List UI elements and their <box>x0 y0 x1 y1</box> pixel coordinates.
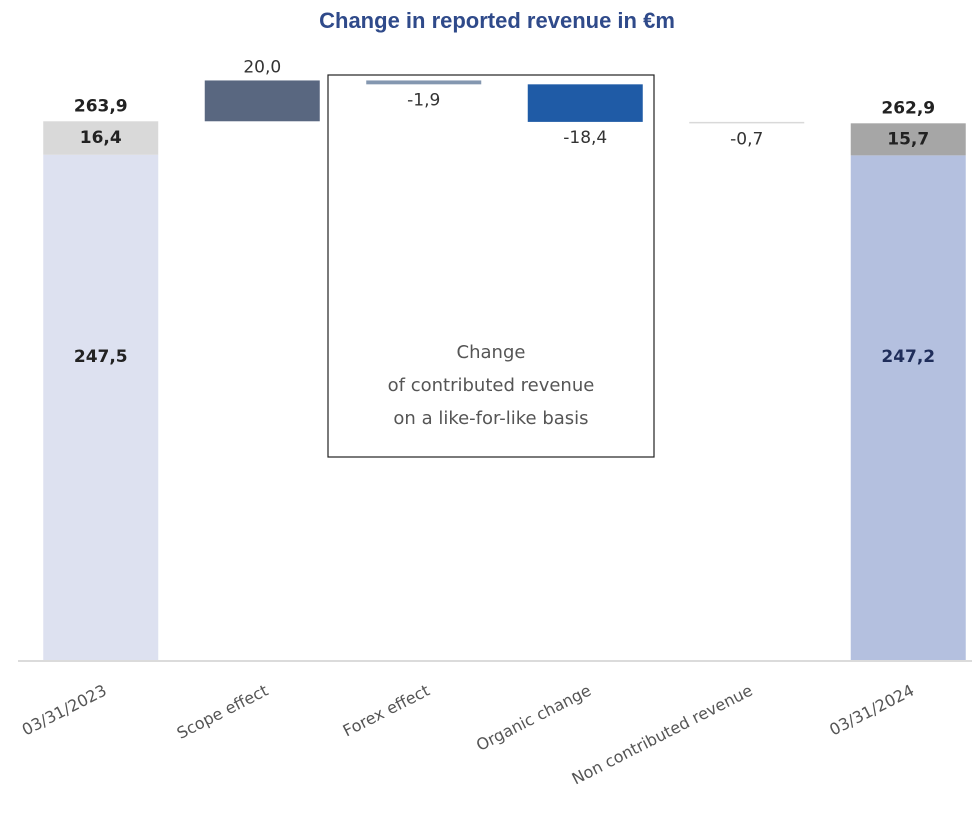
annotation-text: of contributed revenue <box>388 375 595 396</box>
x-tick-label: Scope effect <box>174 681 271 743</box>
top-bar <box>850 123 966 156</box>
total-label: 263,9 <box>74 96 128 116</box>
top-label: 15,7 <box>887 129 929 149</box>
x-tick-label: Forex effect <box>340 681 433 741</box>
x-tick-label: 03/31/2024 <box>826 681 917 740</box>
value-label: 20,0 <box>243 57 281 77</box>
top-label: 16,4 <box>80 128 122 148</box>
value-label: -1,9 <box>407 90 440 110</box>
top-bar <box>43 121 159 155</box>
change-bar <box>204 80 320 122</box>
base-bar <box>850 155 966 660</box>
x-tick-label: 03/31/2023 <box>19 681 110 740</box>
base-label: 247,2 <box>881 347 935 367</box>
change-bar <box>689 121 805 124</box>
annotation-box <box>327 74 655 458</box>
base-bar <box>43 154 159 661</box>
change-bar <box>527 84 643 122</box>
chart-title: Change in reported revenue in €m <box>319 8 675 33</box>
value-label: -18,4 <box>563 128 607 148</box>
base-label: 247,5 <box>74 347 128 367</box>
annotation-text: Change <box>457 342 526 363</box>
total-label: 262,9 <box>881 98 935 118</box>
change-bar <box>366 80 482 85</box>
x-tick-label: Non contributed revenue <box>569 681 756 789</box>
x-tick-label: Organic change <box>473 681 594 755</box>
annotation-text: on a like-for-like basis <box>393 408 588 429</box>
value-label: -0,7 <box>730 129 763 149</box>
